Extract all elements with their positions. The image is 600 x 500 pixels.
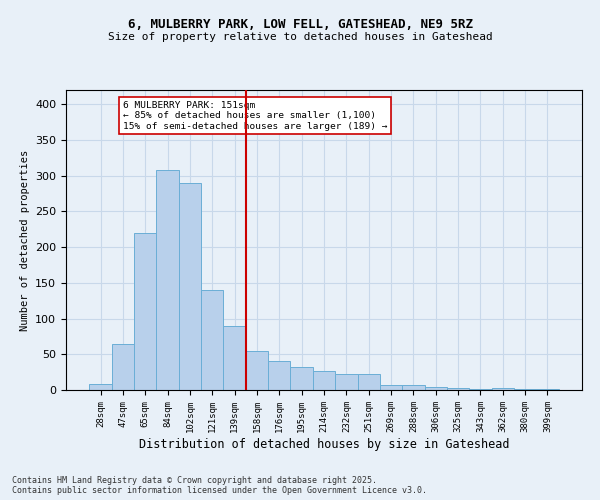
Text: 6 MULBERRY PARK: 151sqm
← 85% of detached houses are smaller (1,100)
15% of semi: 6 MULBERRY PARK: 151sqm ← 85% of detache… [123,100,388,130]
X-axis label: Distribution of detached houses by size in Gateshead: Distribution of detached houses by size … [139,438,509,450]
Bar [380,385,402,390]
Bar [335,374,358,390]
Bar [223,326,246,390]
Y-axis label: Number of detached properties: Number of detached properties [20,150,29,330]
Bar [313,370,335,390]
Bar [179,183,201,390]
Text: Contains HM Land Registry data © Crown copyright and database right 2025.
Contai: Contains HM Land Registry data © Crown c… [12,476,427,495]
Bar [290,367,313,390]
Bar [514,388,536,390]
Bar [447,388,469,390]
Bar [201,290,223,390]
Bar [358,374,380,390]
Bar [89,384,112,390]
Text: Size of property relative to detached houses in Gateshead: Size of property relative to detached ho… [107,32,493,42]
Bar [425,387,447,390]
Bar [491,388,514,390]
Bar [134,233,157,390]
Bar [246,350,268,390]
Bar [469,388,491,390]
Bar [112,344,134,390]
Bar [268,362,290,390]
Text: 6, MULBERRY PARK, LOW FELL, GATESHEAD, NE9 5RZ: 6, MULBERRY PARK, LOW FELL, GATESHEAD, N… [128,18,473,30]
Bar [536,388,559,390]
Bar [402,385,425,390]
Bar [157,170,179,390]
